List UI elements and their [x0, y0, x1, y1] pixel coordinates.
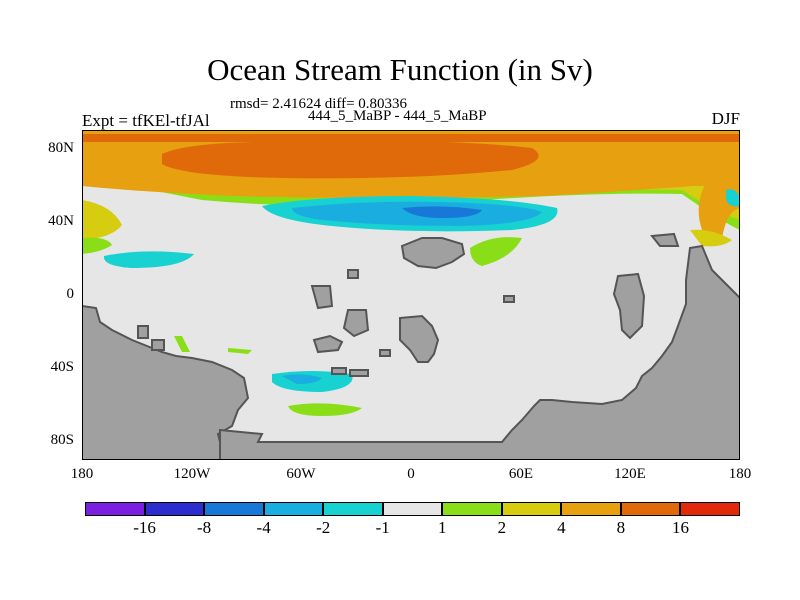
land-south-atlantic-1 — [342, 309, 370, 338]
north-red-orange-band — [162, 140, 539, 179]
land-atlantic-island — [310, 285, 334, 310]
colorbar-swatch — [442, 502, 502, 516]
lon-label-60e: 60E — [508, 466, 534, 482]
land-africa — [399, 314, 440, 363]
colorbar-swatch — [680, 502, 740, 516]
colorbar-swatch — [263, 502, 324, 516]
pacific-cyan-patch — [103, 251, 194, 268]
lon-label-0: 0 — [407, 466, 415, 482]
lat-label-80n: 80N — [48, 140, 74, 156]
south-light-blue-patch — [282, 374, 322, 384]
subtitle-stats: rmsd= 2.41624 diff= 0.80336 — [230, 96, 408, 112]
lon-label-120w: 120W — [173, 466, 211, 482]
colorbar-label: 8 — [616, 518, 626, 537]
lat-label-0: 0 — [66, 286, 75, 302]
colorbar-swatch — [501, 502, 562, 516]
colorbar-swatch — [382, 502, 443, 516]
land-small-4 — [331, 367, 347, 375]
land-small-6 — [379, 349, 391, 357]
map-title: Ocean Stream Function (in Sv) — [207, 52, 593, 87]
subpolar-blue-core — [402, 206, 482, 218]
lat-label-40s: 40S — [50, 359, 74, 375]
northeast-yellow-patch — [690, 229, 732, 247]
colorbar-label: -4 — [256, 518, 271, 537]
land-small-7 — [503, 295, 515, 303]
subtitle-runs: 444_5_MaBP - 444_5_MaBP — [308, 108, 487, 124]
south-green-speck-1 — [174, 336, 190, 352]
land-small-3 — [151, 339, 165, 351]
land-indian-ocean-island — [612, 272, 646, 340]
colorbar-label: 16 — [671, 518, 689, 537]
lon-label-180w: 180 — [70, 466, 94, 482]
colorbar-label: 4 — [557, 518, 566, 537]
south-green-patch — [288, 403, 362, 416]
land-south-atlantic-2 — [312, 334, 344, 354]
land-antarctica — [219, 244, 741, 461]
colorbar-label: 1 — [438, 518, 447, 537]
northeast-cyan-patch — [726, 189, 740, 207]
season-label: DJF — [711, 109, 740, 128]
colorbar-swatch — [144, 502, 205, 516]
colorbar-swatch — [85, 502, 145, 516]
northwest-green-patch — [82, 237, 112, 254]
lon-label-180e: 180 — [728, 466, 752, 482]
land-small-5 — [349, 369, 369, 377]
land-small-2 — [137, 325, 149, 339]
land-europe — [400, 237, 466, 270]
lat-label-80s: 80S — [50, 432, 74, 448]
colorbar-swatch — [204, 502, 264, 516]
lon-label-120e: 120E — [614, 466, 646, 482]
lat-label-40n: 40N — [48, 213, 74, 229]
colorbar-label: -16 — [133, 518, 156, 537]
colorbar-label: 2 — [497, 518, 507, 537]
colorbar-swatch — [561, 502, 621, 516]
colorbar — [85, 502, 740, 516]
northwest-yellow-patch — [82, 200, 122, 240]
stream-function-map — [81, 130, 741, 461]
north-red-orange-strip — [82, 134, 740, 142]
colorbar-swatch — [620, 502, 681, 516]
land-small-1 — [347, 269, 359, 279]
experiment-label: Expt = tfKEl-tfJAl — [82, 111, 210, 130]
colorbar-label: -2 — [316, 518, 331, 537]
land-north-patch — [650, 232, 680, 247]
south-green-speck-2 — [228, 348, 252, 354]
colorbar-label: -1 — [375, 518, 390, 537]
atlantic-green-patch — [470, 237, 522, 266]
colorbar-swatch — [323, 502, 383, 516]
land-masses — [81, 232, 741, 461]
colorbar-label: -8 — [196, 518, 212, 537]
map-frame — [82, 130, 740, 460]
lon-label-60w: 60W — [286, 466, 316, 482]
